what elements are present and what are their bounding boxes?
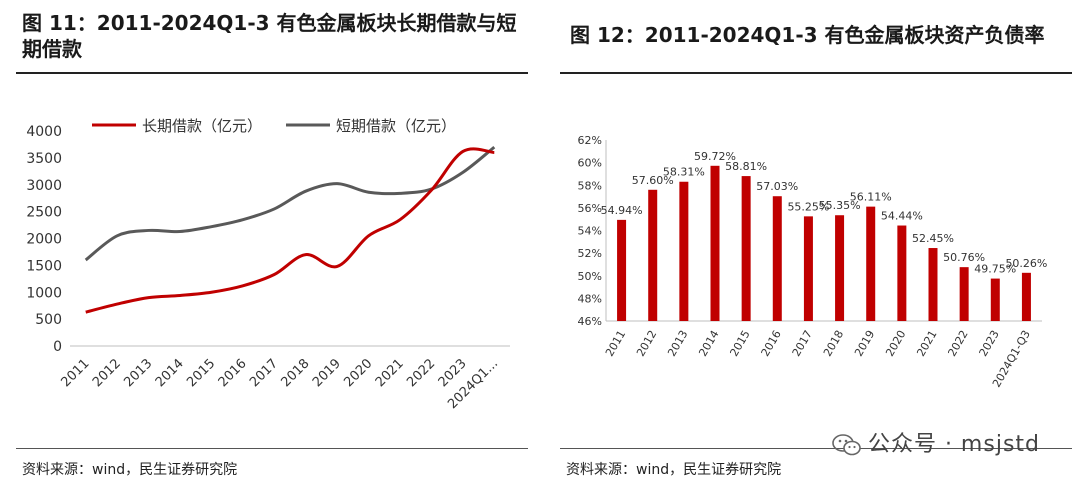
y-tick-label: 2500 xyxy=(26,205,62,221)
bar xyxy=(866,206,876,321)
x-tick-label: 2018 xyxy=(279,356,313,390)
x-tick-label: 2015 xyxy=(727,328,752,359)
bar xyxy=(897,225,907,321)
series-line-short-term-loans xyxy=(84,145,496,262)
x-tick-label: 2016 xyxy=(216,356,250,390)
x-tick-label: 2011 xyxy=(603,328,628,359)
x-tick-label: 2022 xyxy=(404,356,438,390)
bar-chart: 46%48%50%52%54%56%58%60%62%54.94%57.60%5… xyxy=(578,134,1048,390)
y-tick-label: 56% xyxy=(578,202,602,215)
y-tick-label: 60% xyxy=(578,157,602,170)
y-tick-label: 50% xyxy=(578,270,602,283)
bar xyxy=(710,165,720,321)
wechat-icon xyxy=(832,434,861,456)
source-rule xyxy=(560,448,1072,449)
bar xyxy=(803,216,813,321)
data-label: 58.31% xyxy=(663,166,705,179)
x-tick-label: 2023 xyxy=(977,328,1002,359)
title-rule xyxy=(560,72,1072,74)
y-tick-label: 48% xyxy=(578,292,602,305)
bar xyxy=(648,189,658,321)
x-tick-label: 2017 xyxy=(790,328,815,359)
left-panel: 图 11：2011-2024Q1-3 有色金属板块长期借款与短期借款 0 500 1… xyxy=(0,0,530,483)
right-panel: 图 12：2011-2024Q1-3 有色金属板块资产负债率 46% 48% 50%… xyxy=(552,0,1080,483)
data-label: 57.60% xyxy=(632,174,674,187)
x-tick-label: 2011 xyxy=(59,356,93,390)
data-label: 54.44% xyxy=(881,210,923,223)
data-label: 50.26% xyxy=(1005,257,1047,270)
watermark-text: 公众号 · msjstd xyxy=(867,432,1040,457)
data-label: 55.25% xyxy=(787,200,829,213)
bar xyxy=(835,215,845,321)
x-tick-label: 2019 xyxy=(310,356,344,390)
x-tick-label: 2022 xyxy=(945,328,970,359)
bar xyxy=(679,181,689,321)
y-tick-label: 1000 xyxy=(26,285,62,301)
legend-label: 长期借款（亿元） xyxy=(142,117,262,135)
bar xyxy=(959,267,969,321)
y-tick-label: 0 xyxy=(53,339,62,355)
bar xyxy=(1021,272,1031,321)
y-tick-label: 4000 xyxy=(26,124,62,140)
x-tick-label: 2012 xyxy=(634,328,659,359)
y-tick-label: 3000 xyxy=(26,178,62,194)
legend-label: 短期借款（亿元） xyxy=(336,117,456,135)
bar xyxy=(990,278,1000,321)
data-label: 50.76% xyxy=(943,251,985,264)
x-tick-label: 2021 xyxy=(914,328,939,359)
y-tick-label: 52% xyxy=(578,247,602,260)
x-tick-label: 2014 xyxy=(696,328,721,359)
x-tick-label: 2014 xyxy=(153,356,187,390)
title-rule xyxy=(16,72,528,74)
data-label: 52.45% xyxy=(912,232,954,245)
data-label: 49.75% xyxy=(974,263,1016,276)
series-line-long-term-loans xyxy=(85,147,495,314)
x-tick-label: 2012 xyxy=(90,356,124,390)
source-note: 资料来源：wind，民生证券研究院 xyxy=(566,462,782,478)
y-tick-label: 500 xyxy=(35,312,62,328)
x-tick-label: 2017 xyxy=(247,356,281,390)
y-tick-label: 3500 xyxy=(26,151,62,167)
chart-title: 图 12：2011-2024Q1-3 有色金属板块资产负债率 xyxy=(570,23,1045,47)
x-tick-label: 2013 xyxy=(665,328,690,359)
x-tick-label: 2015 xyxy=(184,356,218,390)
x-tick-label: 2013 xyxy=(121,356,155,390)
x-tick-label: 2020 xyxy=(341,356,375,390)
x-tick-label: 2018 xyxy=(821,328,846,359)
data-label: 54.94% xyxy=(601,204,643,217)
y-tick-label: 2000 xyxy=(26,232,62,248)
x-tick-label: 2016 xyxy=(759,328,784,359)
data-label: 59.72% xyxy=(694,150,736,163)
y-tick-label: 46% xyxy=(578,315,602,328)
chart-title: 图 11：2011-2024Q1-3 有色金属板块长期借款与短期借款 xyxy=(22,11,517,61)
data-label: 58.81% xyxy=(725,160,767,173)
bar xyxy=(741,176,751,321)
y-tick-label: 54% xyxy=(578,225,602,238)
x-tick-label: 2019 xyxy=(852,328,877,359)
y-tick-label: 62% xyxy=(578,134,602,147)
x-tick-label: 2020 xyxy=(883,328,908,359)
y-tick-label: 1500 xyxy=(26,258,62,274)
x-tick-label: 2021 xyxy=(373,356,407,390)
source-rule xyxy=(16,448,528,449)
data-label: 56.11% xyxy=(850,191,892,204)
bar xyxy=(772,196,782,321)
bar xyxy=(617,219,627,321)
source-note: 资料来源：wind，民生证券研究院 xyxy=(22,462,238,478)
y-tick-label: 58% xyxy=(578,179,602,192)
line-chart: 0 500 1000 1500 2000 2500 3000 3500 4000 20112012… xyxy=(26,117,510,412)
data-label: 55.35% xyxy=(819,199,861,212)
watermark: 公众号 · msjstd xyxy=(832,426,1040,458)
data-label: 57.03% xyxy=(756,180,798,193)
bar xyxy=(928,248,938,321)
